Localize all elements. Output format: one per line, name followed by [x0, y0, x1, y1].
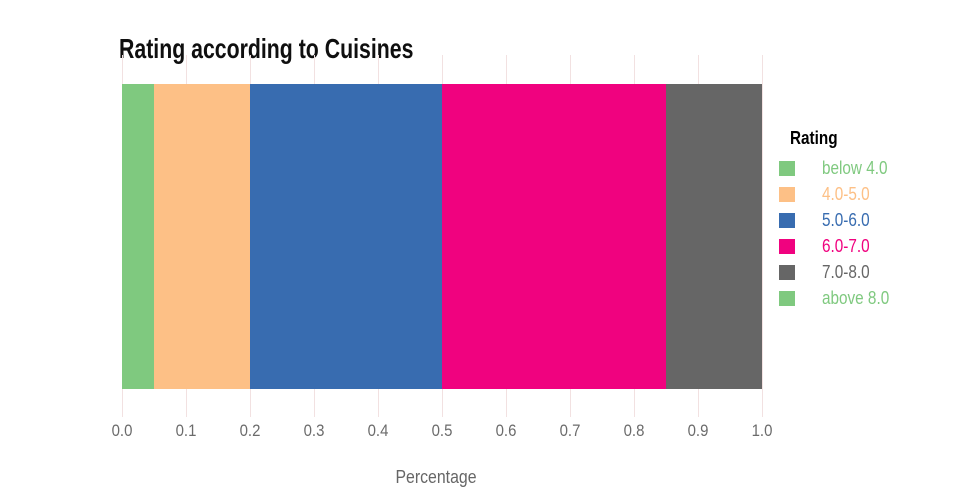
- x-tick-label: 0.1: [175, 421, 196, 440]
- legend-label: 4.0-5.0: [822, 183, 870, 204]
- x-tick-label: 0.8: [623, 421, 644, 440]
- legend-title: Rating: [790, 128, 838, 148]
- legend-label: 7.0-8.0: [822, 261, 870, 282]
- legend-entry: 7.0-8.0: [779, 259, 901, 285]
- legend-entry: above 8.0: [779, 285, 901, 311]
- x-tick-label: 0.4: [367, 421, 388, 440]
- legend-entry: 6.0-7.0: [779, 233, 901, 259]
- bar-segment-5-0-6-0: [249, 84, 442, 389]
- bar-segment-7-0-8-0: [665, 84, 762, 389]
- chart-title: Rating according to Cuisines: [119, 32, 414, 64]
- legend-entry: below 4.0: [779, 155, 901, 181]
- legend-label: above 8.0: [822, 287, 890, 308]
- legend-swatch: [779, 290, 795, 306]
- legend-swatch: [779, 186, 795, 202]
- x-tick-label: 0.3: [303, 421, 324, 440]
- legend-entries: below 4.0 4.0-5.0 5.0-6.0 6.0-7.0 7.0-8.0 abo…: [779, 155, 901, 311]
- x-tick-label: 0.9: [687, 421, 708, 440]
- x-axis-label: Percentage: [395, 467, 477, 487]
- x-tick-label: 0.2: [239, 421, 260, 440]
- legend-swatch: [779, 212, 795, 228]
- legend-entry: 5.0-6.0: [779, 207, 901, 233]
- bar-segment-below-4-0: [121, 84, 154, 389]
- x-tick-label: 0.6: [495, 421, 516, 440]
- legend: Rating below 4.0 4.0-5.0 5.0-6.0 6.0-7.0 7.0…: [779, 128, 901, 311]
- x-tick-label: 0.0: [111, 421, 132, 440]
- x-tick-label: 1.0: [751, 421, 772, 440]
- x-tick-label: 0.5: [431, 421, 452, 440]
- legend-entry: 4.0-5.0: [779, 181, 901, 207]
- legend-label: below 4.0: [822, 157, 888, 178]
- gridline: [761, 55, 763, 417]
- bar-segment-4-0-5-0: [153, 84, 250, 389]
- legend-label: 6.0-7.0: [822, 235, 870, 256]
- legend-label: 5.0-6.0: [822, 209, 870, 230]
- legend-swatch: [779, 238, 795, 254]
- legend-swatch: [779, 264, 795, 280]
- x-tick-label: 0.7: [559, 421, 580, 440]
- legend-swatch: [779, 160, 795, 176]
- bar-segment-6-0-7-0: [441, 84, 666, 389]
